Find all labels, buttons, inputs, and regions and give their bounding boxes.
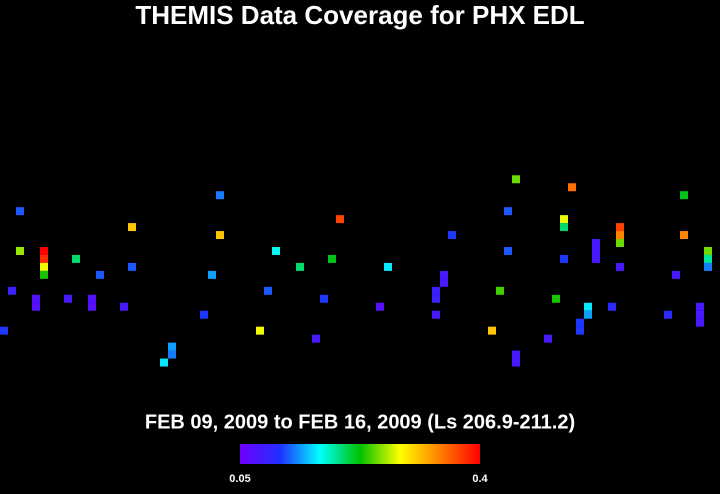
- coverage-cell: [384, 262, 392, 271]
- coverage-cell: [168, 350, 176, 359]
- coverage-cell: [544, 334, 552, 343]
- coverage-cell: [696, 310, 704, 319]
- coverage-cell: [552, 294, 560, 303]
- coverage-cell: [40, 247, 48, 255]
- coverage-cell: [608, 302, 616, 311]
- coverage-cell: [576, 326, 584, 335]
- colorbar: [240, 444, 480, 464]
- coverage-cell: [680, 231, 688, 240]
- coverage-cell: [592, 247, 600, 255]
- coverage-cell: [504, 207, 512, 216]
- coverage-cell: [440, 270, 448, 279]
- coverage-cell: [16, 247, 24, 255]
- coverage-cell: [32, 294, 40, 303]
- coverage-cell: [0, 326, 8, 335]
- coverage-cell: [336, 215, 344, 224]
- coverage-cell: [672, 270, 680, 279]
- coverage-cell: [320, 294, 328, 303]
- coverage-cell: [664, 310, 672, 319]
- coverage-cell: [560, 254, 568, 263]
- coverage-cell: [16, 207, 24, 216]
- coverage-cell: [120, 302, 128, 311]
- coverage-cell: [512, 350, 520, 359]
- coverage-cell: [64, 294, 72, 303]
- coverage-cell: [504, 247, 512, 255]
- coverage-cell: [88, 302, 96, 311]
- colorbar-tick-label: 0.05: [229, 473, 250, 485]
- coverage-cell: [376, 302, 384, 311]
- coverage-cell: [616, 262, 624, 271]
- coverage-cell: [680, 191, 688, 200]
- coverage-cell: [128, 223, 136, 232]
- coverage-cell: [40, 270, 48, 279]
- coverage-cell: [40, 254, 48, 263]
- coverage-cell: [72, 254, 80, 263]
- coverage-cell: [512, 175, 520, 184]
- coverage-cell: [432, 286, 440, 295]
- coverage-cell: [88, 294, 96, 303]
- coverage-cell: [704, 254, 712, 263]
- coverage-cell: [32, 302, 40, 311]
- coverage-cell: [272, 247, 280, 255]
- coverage-cell: [512, 358, 520, 367]
- coverage-cell: [216, 231, 224, 240]
- coverage-cell: [616, 223, 624, 232]
- coverage-cell: [40, 262, 48, 271]
- coverage-cell: [584, 310, 592, 319]
- colorbar-tick-label: 0.4: [472, 473, 488, 485]
- coverage-cell: [616, 231, 624, 240]
- coverage-cell: [704, 262, 712, 271]
- coverage-cell: [440, 278, 448, 287]
- coverage-cell: [264, 286, 272, 295]
- coverage-cell: [432, 310, 440, 319]
- coverage-cell: [200, 310, 208, 319]
- coverage-cell: [328, 254, 336, 263]
- coverage-cell: [696, 318, 704, 327]
- coverage-cell: [96, 270, 104, 279]
- coverage-cell: [296, 262, 304, 271]
- coverage-cell: [560, 223, 568, 232]
- coverage-cell: [616, 239, 624, 247]
- coverage-cell: [584, 302, 592, 311]
- coverage-cell: [568, 183, 576, 192]
- coverage-cell: [592, 254, 600, 263]
- coverage-cell: [432, 294, 440, 303]
- chart-subtitle: FEB 09, 2009 to FEB 16, 2009 (Ls 206.9-2…: [145, 411, 575, 433]
- coverage-cell: [560, 215, 568, 224]
- coverage-cell: [256, 326, 264, 335]
- coverage-cell: [312, 334, 320, 343]
- coverage-cell: [216, 191, 224, 200]
- coverage-cell: [448, 231, 456, 240]
- chart-title: THEMIS Data Coverage for PHX EDL: [135, 0, 584, 30]
- coverage-cell: [592, 239, 600, 247]
- coverage-cell: [160, 358, 168, 367]
- coverage-cell: [8, 286, 16, 295]
- coverage-cell: [696, 302, 704, 311]
- coverage-cell: [576, 318, 584, 327]
- coverage-cell: [488, 326, 496, 335]
- coverage-cell: [168, 342, 176, 351]
- coverage-cell: [496, 286, 504, 295]
- coverage-cell: [704, 247, 712, 255]
- coverage-cell: [208, 270, 216, 279]
- coverage-cell: [128, 262, 136, 271]
